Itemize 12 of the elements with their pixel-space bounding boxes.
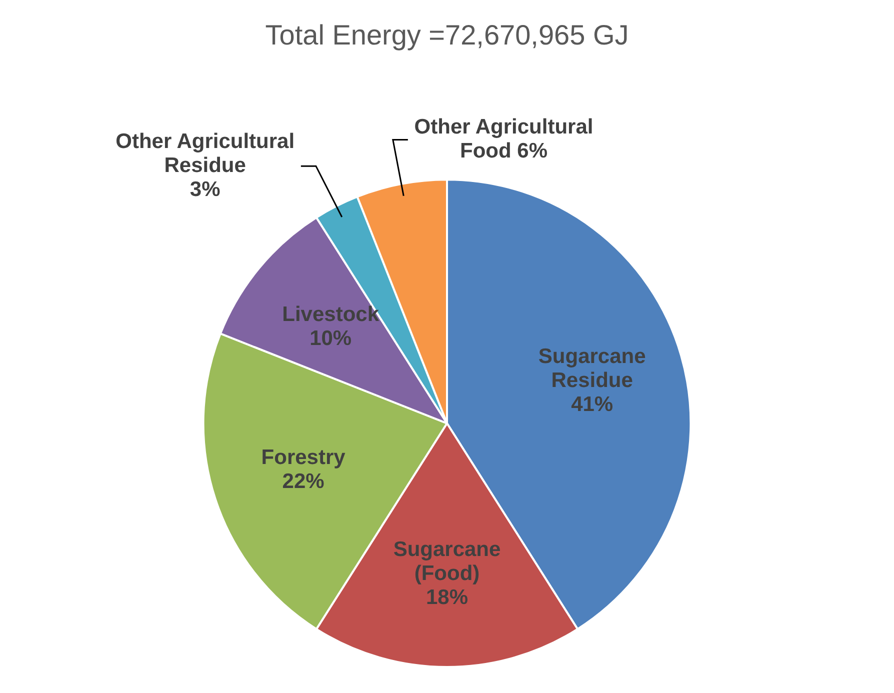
slice-label: Forestry — [261, 446, 346, 469]
slice-label: Sugarcane Residue — [538, 344, 646, 392]
data-label: 10% — [310, 326, 352, 350]
slice-label: Other Agricultural Residue — [116, 130, 295, 177]
data-label: 3% — [190, 178, 221, 201]
slice-label: Livestock — [282, 302, 380, 326]
slice-label: Other Agricultural Food 6% — [414, 116, 594, 163]
slice-label: Sugarcane (Food) — [393, 538, 501, 586]
data-label: 41% — [571, 392, 614, 416]
data-label: 18% — [426, 586, 468, 610]
chart-title: Total Energy =72,670,965 GJ — [265, 20, 629, 51]
data-label: 22% — [282, 470, 325, 493]
